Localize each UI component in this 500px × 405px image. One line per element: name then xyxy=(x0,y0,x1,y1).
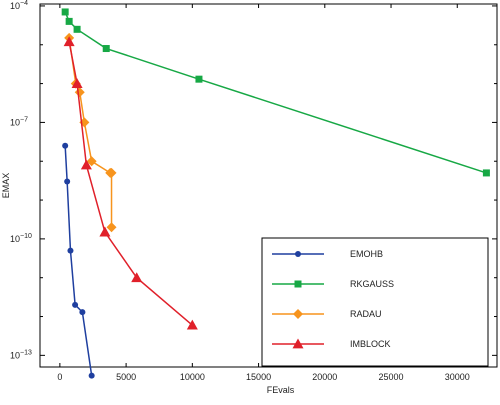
series-line xyxy=(64,11,487,174)
data-point xyxy=(102,45,110,53)
data-point xyxy=(64,178,71,185)
x-tick-label: 10000 xyxy=(180,372,205,382)
legend-label: EMOHB xyxy=(350,249,383,259)
y-tick-label: 10−10 xyxy=(10,233,32,244)
x-tick-label: 5000 xyxy=(116,372,136,382)
data-point xyxy=(131,272,143,283)
legend-label: RADAU xyxy=(350,309,382,319)
series-line xyxy=(68,37,113,228)
series-layer xyxy=(61,8,490,379)
series-rkgauss xyxy=(61,8,490,177)
data-point xyxy=(71,78,83,88)
legend-marker xyxy=(294,280,302,288)
data-point xyxy=(61,8,69,16)
y-axis-label: EMAX xyxy=(1,173,11,199)
data-point xyxy=(86,156,97,167)
series-imblock xyxy=(63,36,198,330)
y-tick-label: 10−7 xyxy=(10,116,28,127)
data-point xyxy=(88,372,95,379)
data-point xyxy=(106,167,117,178)
plot-frame xyxy=(39,3,498,368)
data-point xyxy=(67,247,74,254)
y-tick-label: 10−4 xyxy=(10,0,28,11)
series-radau xyxy=(64,32,117,233)
x-tick-label: 0 xyxy=(57,372,62,382)
legend: EMOHB RKGAUSS RADAU IMBLOCK xyxy=(261,237,489,367)
legend-marker xyxy=(292,338,304,349)
axes-layer: 0 5000 10000 15000 20000 25000 30000 10−4 10−7 10… xyxy=(1,0,498,395)
data-point xyxy=(73,25,81,33)
x-tick-label: 30000 xyxy=(445,372,470,382)
legend-marker xyxy=(295,251,301,257)
data-point xyxy=(80,159,92,170)
data-point xyxy=(65,17,73,25)
legend-label: RKGAUSS xyxy=(350,279,394,289)
data-point xyxy=(106,222,117,233)
legend-marker xyxy=(293,309,303,319)
data-point xyxy=(72,301,79,308)
data-point xyxy=(74,87,85,98)
series-emohb xyxy=(62,142,95,379)
data-point xyxy=(195,75,203,83)
data-point xyxy=(186,319,198,330)
x-tick-label: 15000 xyxy=(246,372,271,382)
data-point xyxy=(62,142,69,149)
x-tick-label: 20000 xyxy=(312,372,337,382)
x-axis-label: FEvals xyxy=(267,385,295,395)
data-point xyxy=(63,36,75,47)
data-point xyxy=(79,309,86,316)
data-point xyxy=(482,169,490,177)
legend-label: IMBLOCK xyxy=(350,339,391,349)
series-line xyxy=(64,145,93,376)
y-tick-label: 10−13 xyxy=(10,349,32,360)
data-point xyxy=(99,226,111,237)
x-tick-label: 25000 xyxy=(379,372,404,382)
series-line xyxy=(68,41,193,326)
